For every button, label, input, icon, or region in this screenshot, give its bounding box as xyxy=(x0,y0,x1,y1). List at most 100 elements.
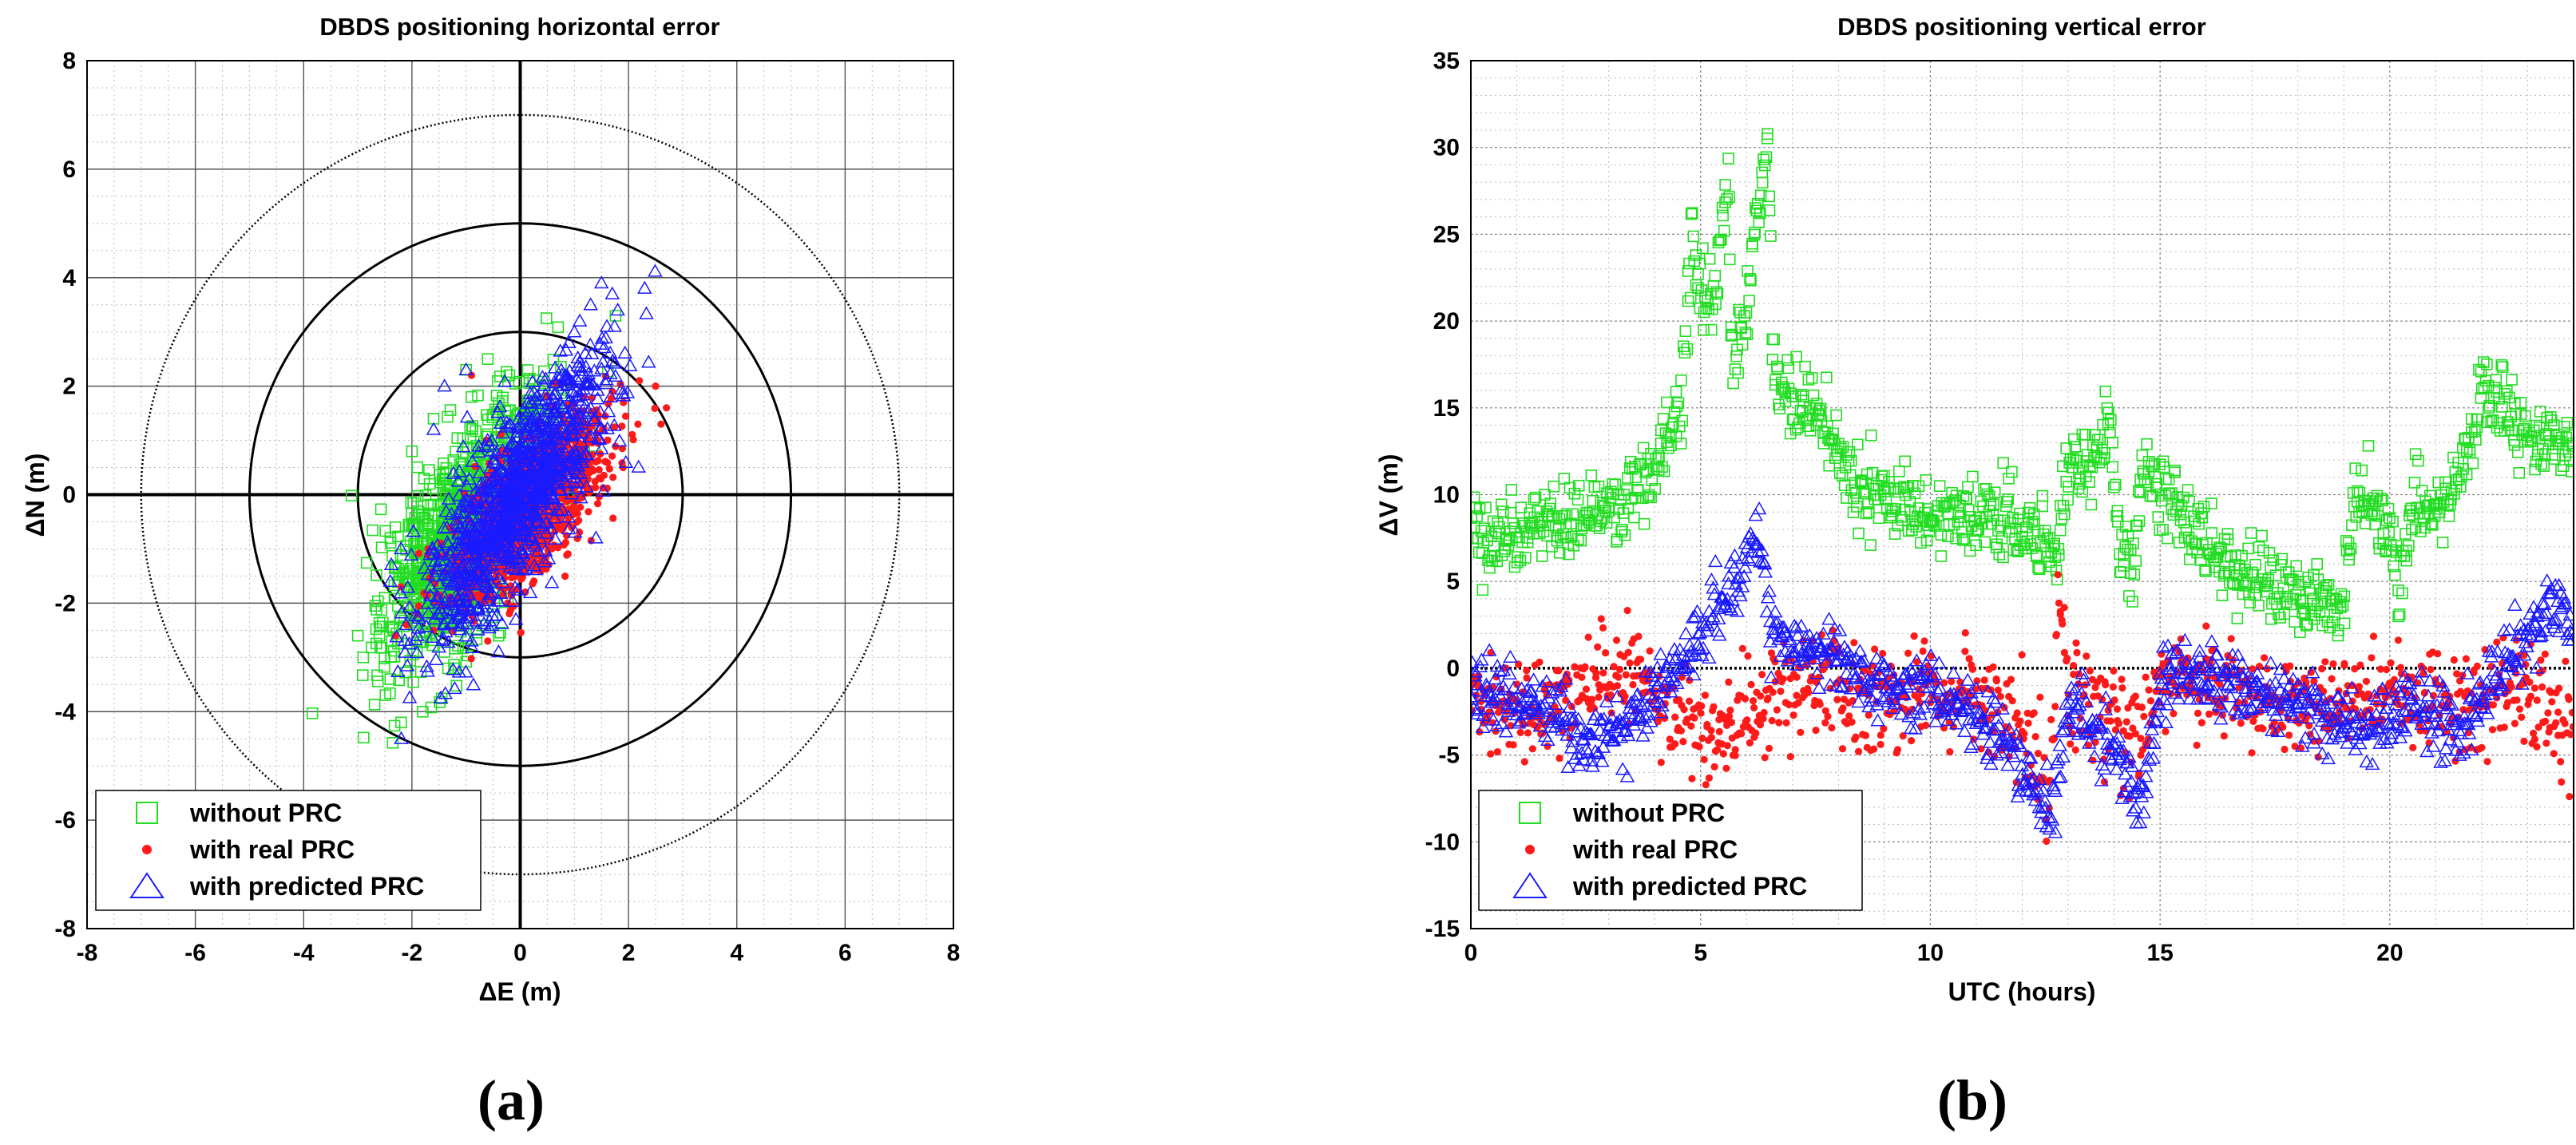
data-point xyxy=(378,660,390,673)
data-point xyxy=(509,424,525,438)
data-point xyxy=(466,501,482,516)
data-point xyxy=(1559,509,1571,522)
data-point xyxy=(420,664,435,677)
data-point xyxy=(454,616,470,629)
data-point xyxy=(438,457,450,469)
x-tick-label: -2 xyxy=(402,940,423,966)
data-point xyxy=(570,358,585,371)
data-point xyxy=(370,623,382,636)
data-point xyxy=(621,412,630,420)
data-point xyxy=(2124,567,2137,580)
data-point xyxy=(505,504,521,517)
data-point xyxy=(1621,692,1629,700)
data-point xyxy=(2106,436,2118,449)
data-point xyxy=(450,569,465,583)
data-point xyxy=(2566,466,2574,477)
data-point xyxy=(1575,522,1588,535)
data-point xyxy=(607,394,616,402)
data-point xyxy=(356,669,369,681)
data-point xyxy=(546,386,562,400)
data-point xyxy=(544,575,560,588)
data-point xyxy=(448,561,464,576)
data-point xyxy=(1738,310,1750,322)
data-point xyxy=(2118,560,2130,572)
data-point xyxy=(470,601,486,616)
data-point xyxy=(547,510,562,524)
data-point xyxy=(530,577,538,585)
data-point xyxy=(1523,667,1531,675)
legend-label: without PRC xyxy=(189,798,342,827)
data-point xyxy=(1770,374,1781,386)
data-point xyxy=(464,432,477,445)
data-point xyxy=(1920,473,1932,486)
data-point xyxy=(2032,561,2044,574)
data-point xyxy=(497,374,513,387)
data-point xyxy=(1680,706,1688,714)
data-point xyxy=(2221,550,2233,562)
data-point xyxy=(506,465,521,478)
data-point xyxy=(1667,418,1679,430)
data-point xyxy=(1948,518,1960,531)
chart-title-vertical: DBDS positioning vertical error xyxy=(1837,13,2206,41)
data-point xyxy=(545,469,560,483)
data-point xyxy=(1480,501,1492,513)
data-point xyxy=(488,456,504,469)
data-point xyxy=(485,483,501,497)
scatter-points-vertical xyxy=(1471,128,2574,846)
data-point xyxy=(2237,575,2249,588)
data-point xyxy=(541,472,557,485)
data-point xyxy=(2463,443,2476,456)
data-point xyxy=(2231,612,2244,624)
data-point xyxy=(1781,354,1793,366)
data-point xyxy=(2114,565,2127,578)
data-point xyxy=(510,549,525,564)
data-point xyxy=(420,596,435,609)
data-point xyxy=(459,616,475,630)
data-point xyxy=(2130,519,2143,532)
data-point xyxy=(607,418,622,431)
data-point xyxy=(521,504,536,517)
data-point xyxy=(1690,249,1702,261)
data-point xyxy=(421,605,436,619)
data-point xyxy=(545,489,561,503)
data-point xyxy=(1740,307,1753,319)
data-point xyxy=(467,371,476,379)
data-point xyxy=(2400,554,2413,567)
data-point xyxy=(2384,512,2396,525)
data-point xyxy=(2515,408,2527,421)
data-point xyxy=(450,525,466,538)
data-point xyxy=(1727,377,1739,390)
data-point xyxy=(360,557,373,569)
data-point xyxy=(1920,534,1933,547)
data-point xyxy=(2554,435,2566,448)
data-point xyxy=(499,590,507,598)
data-point xyxy=(2105,414,2117,426)
data-point xyxy=(1660,714,1669,723)
data-point xyxy=(414,602,423,610)
data-point xyxy=(408,608,423,622)
data-point xyxy=(534,559,542,568)
data-point xyxy=(1710,286,1722,299)
data-point xyxy=(2499,387,2511,400)
data-point xyxy=(583,400,598,414)
data-point xyxy=(411,489,424,502)
data-point xyxy=(437,378,452,392)
data-point xyxy=(2256,529,2268,542)
data-point xyxy=(2053,549,2065,561)
data-point xyxy=(1712,236,1725,249)
data-point xyxy=(573,534,581,543)
data-point xyxy=(1678,340,1690,353)
data-point xyxy=(413,577,426,590)
data-point xyxy=(572,313,588,327)
data-point xyxy=(1678,347,1691,359)
y-tick-label: -6 xyxy=(54,807,76,834)
data-point xyxy=(587,410,602,425)
data-point xyxy=(603,366,618,380)
data-point xyxy=(485,608,500,621)
chart-title-horizontal: DBDS positioning horizontal error xyxy=(319,13,719,41)
data-point xyxy=(469,613,484,627)
data-point xyxy=(368,698,381,711)
data-point xyxy=(2311,558,2323,570)
data-point xyxy=(1831,445,1843,458)
data-point xyxy=(2340,545,2353,557)
